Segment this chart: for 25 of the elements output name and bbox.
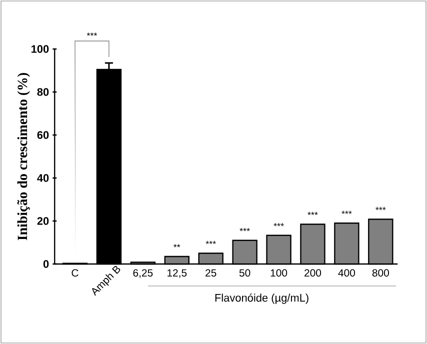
annotation: ** [174,244,180,248]
y-axis-title: Inibição do crescimento (%) [17,72,30,240]
x-tick-label: 12,5 [168,269,187,278]
y-tick-label: 40 [37,174,49,182]
annotation: *** [342,210,352,214]
annotation: *** [274,223,284,226]
annotation: *** [206,240,216,244]
y-tick-label: 100 [32,45,49,53]
x-tick-label: 100 [270,269,288,277]
x-tick-label: 6,25 [133,269,153,278]
x-tick-label: 800 [372,269,389,277]
y-tick-label: 0 [43,260,49,268]
x-tick-label: 50 [239,269,250,277]
y-tick-label: 20 [37,217,49,225]
y-tick-label: 80 [37,88,49,96]
annotation: *** [240,228,250,232]
x-axis-title: Flavonóide (µg/mL) [215,294,308,304]
annotation: *** [376,206,386,210]
x-tick-label: C [72,269,78,277]
x-tick-label: 25 [206,269,216,277]
annotation: *** [308,212,318,216]
text: *** [86,32,98,36]
x-tick-label: 400 [338,269,356,277]
x-tick-label: 200 [304,269,322,277]
y-tick-label: 60 [37,131,49,139]
